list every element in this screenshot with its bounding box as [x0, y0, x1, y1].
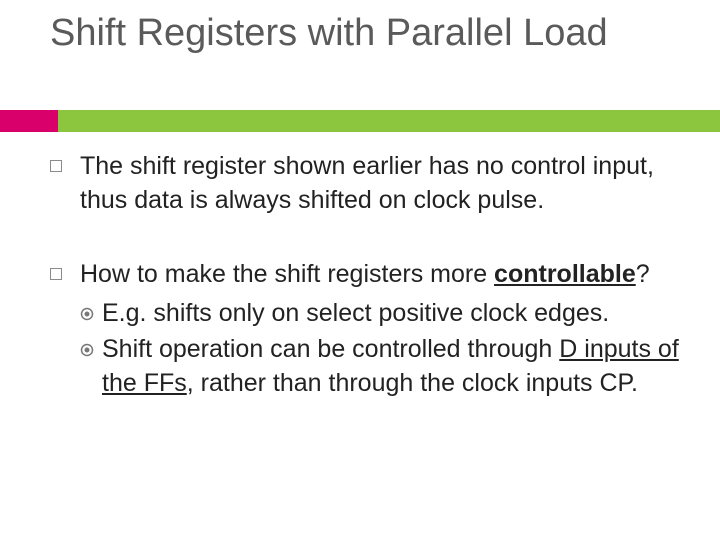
subitem-text: E.g. shifts only on select positive cloc… — [102, 297, 609, 331]
item-emphasis: controllable — [494, 260, 636, 288]
slide-title: Shift Registers with Parallel Load — [50, 12, 720, 56]
list-item: How to make the shift registers more con… — [50, 258, 680, 403]
subitem-lead: Shift operation can be controlled throug… — [102, 335, 559, 363]
item-text: How to make the shift registers more con… — [80, 258, 680, 403]
accent-pink — [0, 110, 58, 132]
item-text: The shift register shown earlier has no … — [80, 150, 680, 218]
sub-list-item: Shift operation can be controlled throug… — [80, 333, 680, 401]
item-lead: How to make the shift registers more — [80, 260, 494, 288]
item-tail: ? — [636, 260, 650, 288]
accent-green — [58, 110, 720, 132]
subitems: E.g. shifts only on select positive cloc… — [80, 297, 680, 400]
content-area: The shift register shown earlier has no … — [50, 150, 680, 443]
dot-bullet-icon — [80, 343, 94, 357]
dot-bullet-icon — [80, 307, 94, 321]
square-bullet-icon — [50, 268, 62, 280]
sub-list-item: E.g. shifts only on select positive cloc… — [80, 297, 680, 331]
list-item: The shift register shown earlier has no … — [50, 150, 680, 218]
title-area: Shift Registers with Parallel Load — [0, 0, 720, 56]
subitem-text: Shift operation can be controlled throug… — [102, 333, 680, 401]
accent-bar — [0, 110, 720, 132]
subitem-mid: , rather than through the clock inputs C… — [187, 369, 638, 397]
square-bullet-icon — [50, 160, 62, 172]
